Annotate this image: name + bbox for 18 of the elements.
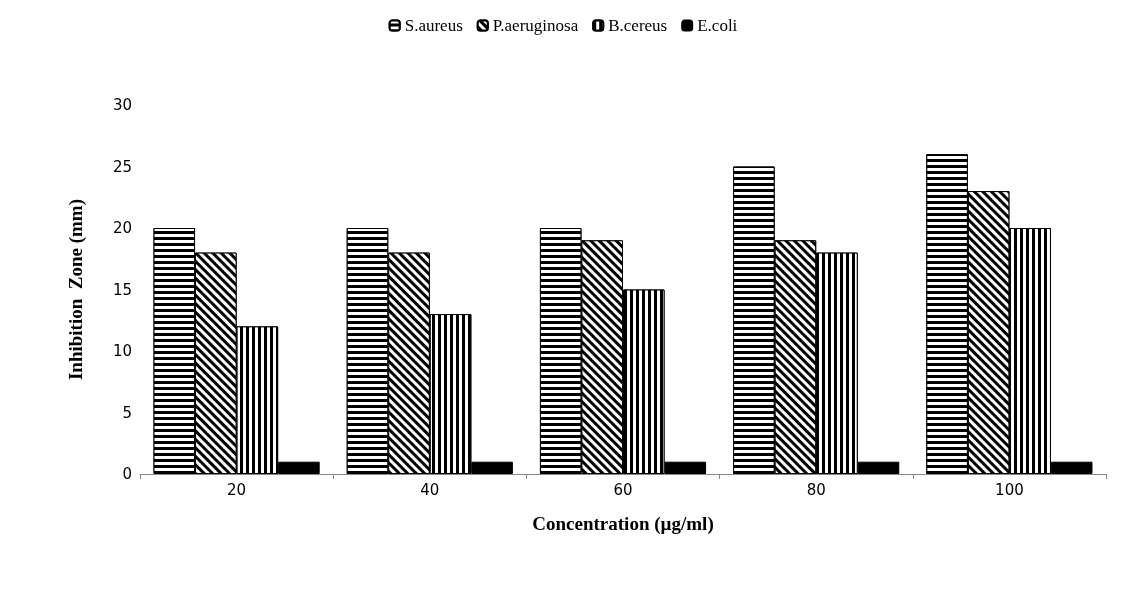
legend-label: B.cereus [608,16,668,35]
y-tick-label: 30 [112,96,132,114]
y-tick-label: 20 [112,219,132,237]
y-tick-label: 5 [122,403,132,422]
x-tick-label: 100 [995,480,1024,499]
x-tick-label: 20 [227,480,247,499]
x-tick-label: 40 [420,480,440,499]
x-axis-title: Concentration (µg/ml) [532,513,714,535]
y-tick-label: 15 [112,280,132,299]
legend-label: P.aeruginosa [492,16,579,35]
legend-label: E.coli [697,16,738,35]
x-tick-label: 80 [806,480,826,499]
y-tick-label: 10 [112,342,132,360]
y-axis-title: Inhibition Zone (mm) [65,198,87,381]
y-tick-label: 25 [112,157,132,176]
x-tick-label: 60 [613,480,633,499]
y-tick-label: 0 [122,465,132,483]
legend-label: S.aureus [404,16,463,35]
